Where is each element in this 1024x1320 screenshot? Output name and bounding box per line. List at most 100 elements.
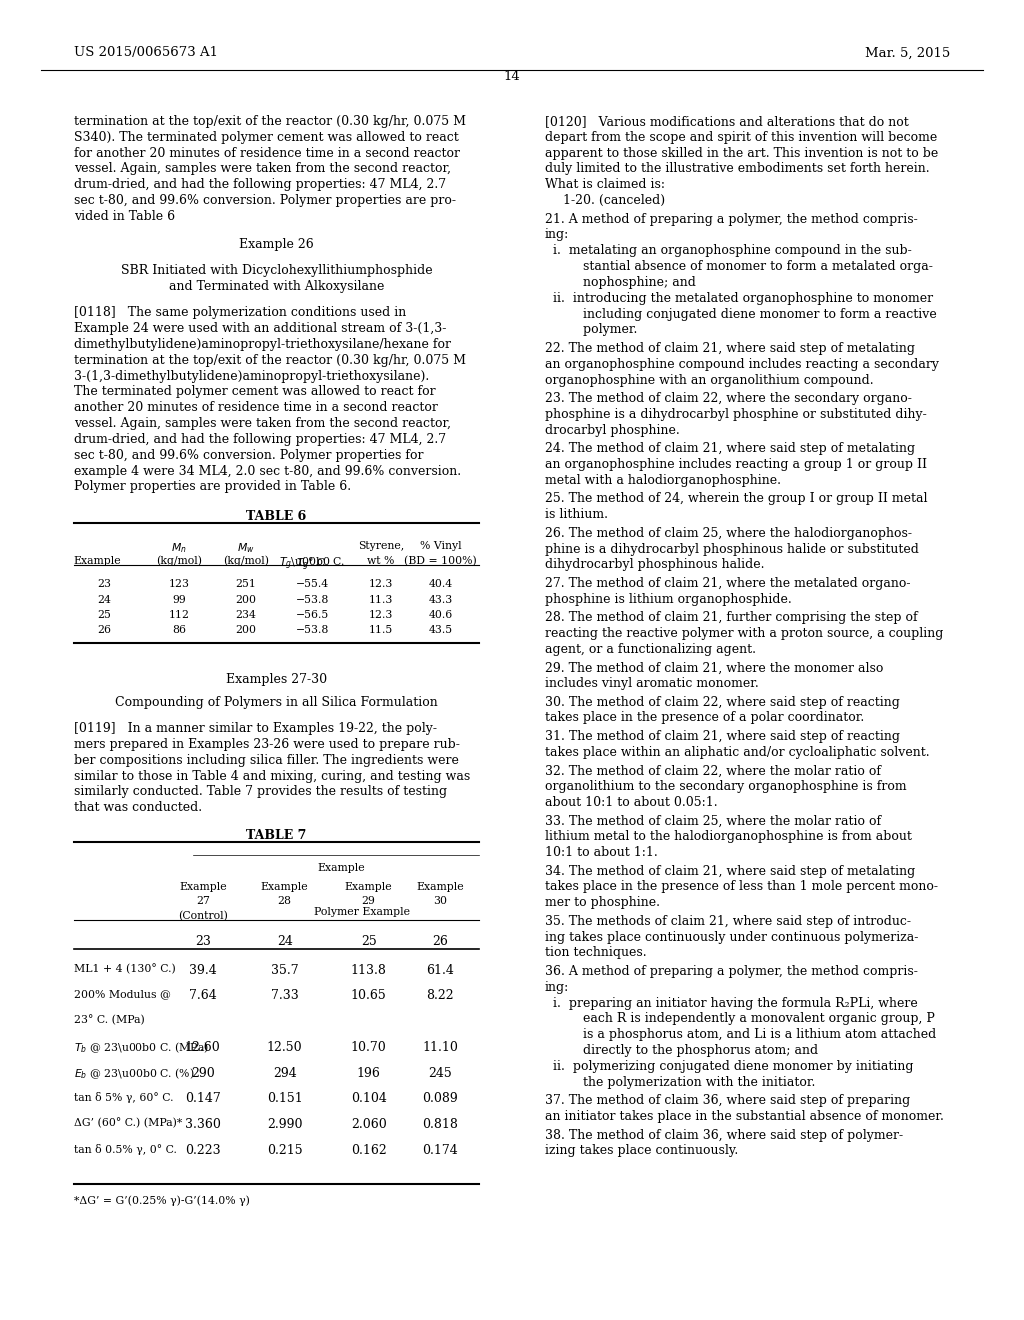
Text: 36. A method of preparing a polymer, the method compris-: 36. A method of preparing a polymer, the…	[545, 965, 918, 978]
Text: is lithium.: is lithium.	[545, 508, 608, 521]
Text: and Terminated with Alkoxysilane: and Terminated with Alkoxysilane	[169, 280, 384, 293]
Text: 39.4: 39.4	[188, 964, 217, 977]
Text: Example: Example	[179, 882, 226, 892]
Text: 0.089: 0.089	[423, 1093, 458, 1105]
Text: $T_g$\u00b0 C.: $T_g$\u00b0 C.	[280, 556, 345, 572]
Text: 294: 294	[272, 1067, 297, 1080]
Text: 26: 26	[97, 624, 112, 635]
Text: an initiator takes place in the substantial absence of monomer.: an initiator takes place in the substant…	[545, 1110, 944, 1123]
Text: % Vinyl: % Vinyl	[420, 541, 461, 552]
Text: drum-dried, and had the following properties: 47 ML4, 2.7: drum-dried, and had the following proper…	[74, 433, 445, 446]
Text: 3-(1,3-dimethylbutylidene)aminopropyl-triethoxysilane).: 3-(1,3-dimethylbutylidene)aminopropyl-tr…	[74, 370, 429, 383]
Text: sec t-80, and 99.6% conversion. Polymer properties are pro-: sec t-80, and 99.6% conversion. Polymer …	[74, 194, 456, 207]
Text: 26: 26	[432, 935, 449, 948]
Text: 3.360: 3.360	[184, 1118, 221, 1131]
Text: vessel. Again, samples were taken from the second reactor,: vessel. Again, samples were taken from t…	[74, 417, 451, 430]
Text: 11.10: 11.10	[422, 1040, 459, 1053]
Text: phine is a dihydrocarbyl phosphinous halide or substituted: phine is a dihydrocarbyl phosphinous hal…	[545, 543, 919, 556]
Text: 43.5: 43.5	[428, 624, 453, 635]
Text: termination at the top/exit of the reactor (0.30 kg/hr, 0.075 M: termination at the top/exit of the react…	[74, 354, 466, 367]
Text: 251: 251	[236, 579, 256, 590]
Text: US 2015/0065673 A1: US 2015/0065673 A1	[74, 46, 218, 59]
Text: similar to those in Table 4 and mixing, curing, and testing was: similar to those in Table 4 and mixing, …	[74, 770, 470, 783]
Text: 26. The method of claim 25, where the halodiorganophos-: 26. The method of claim 25, where the ha…	[545, 527, 911, 540]
Text: −55.4: −55.4	[296, 579, 329, 590]
Text: 34. The method of claim 21, where said step of metalating: 34. The method of claim 21, where said s…	[545, 865, 915, 878]
Text: [0119]   In a manner similar to Examples 19-22, the poly-: [0119] In a manner similar to Examples 1…	[74, 722, 436, 735]
Text: $E_b$ @ 23\u00b0 C. (%): $E_b$ @ 23\u00b0 C. (%)	[74, 1067, 195, 1081]
Text: i.  metalating an organophosphine compound in the sub-: i. metalating an organophosphine compoun…	[553, 244, 911, 257]
Text: 0.174: 0.174	[423, 1143, 458, 1156]
Text: 61.4: 61.4	[426, 964, 455, 977]
Text: each R is independently a monovalent organic group, P: each R is independently a monovalent org…	[563, 1012, 935, 1026]
Text: 23: 23	[195, 935, 211, 948]
Text: 24: 24	[276, 935, 293, 948]
Text: 112: 112	[169, 610, 189, 620]
Text: an organophosphine compound includes reacting a secondary: an organophosphine compound includes rea…	[545, 358, 939, 371]
Text: $M_w$: $M_w$	[237, 541, 255, 554]
Text: mer to phosphine.: mer to phosphine.	[545, 896, 659, 909]
Text: 23° C. (MPa): 23° C. (MPa)	[74, 1015, 144, 1026]
Text: Examples 27-30: Examples 27-30	[226, 673, 327, 686]
Text: $T_g$° C.: $T_g$° C.	[296, 556, 329, 573]
Text: tion techniques.: tion techniques.	[545, 946, 646, 960]
Text: 28. The method of claim 21, further comprising the step of: 28. The method of claim 21, further comp…	[545, 611, 918, 624]
Text: The terminated polymer cement was allowed to react for: The terminated polymer cement was allowe…	[74, 385, 435, 399]
Text: organophosphine with an organolithium compound.: organophosphine with an organolithium co…	[545, 374, 873, 387]
Text: about 10:1 to about 0.05:1.: about 10:1 to about 0.05:1.	[545, 796, 718, 809]
Text: 25: 25	[360, 935, 377, 948]
Text: 2.060: 2.060	[351, 1118, 386, 1131]
Text: that was conducted.: that was conducted.	[74, 801, 202, 814]
Text: 1-20. (canceled): 1-20. (canceled)	[563, 194, 666, 207]
Text: 37. The method of claim 36, where said step of preparing: 37. The method of claim 36, where said s…	[545, 1094, 910, 1107]
Text: phosphine is lithium organophosphide.: phosphine is lithium organophosphide.	[545, 593, 792, 606]
Text: 40.6: 40.6	[428, 610, 453, 620]
Text: ing:: ing:	[545, 228, 569, 242]
Text: ing takes place continuously under continuous polymeriza-: ing takes place continuously under conti…	[545, 931, 919, 944]
Text: Example 24 were used with an additional stream of 3-(1,3-: Example 24 were used with an additional …	[74, 322, 446, 335]
Text: sec t-80, and 99.6% conversion. Polymer properties for: sec t-80, and 99.6% conversion. Polymer …	[74, 449, 423, 462]
Text: dihydrocarbyl phosphinous halide.: dihydrocarbyl phosphinous halide.	[545, 558, 764, 572]
Text: (Control): (Control)	[178, 911, 227, 921]
Text: 22. The method of claim 21, where said step of metalating: 22. The method of claim 21, where said s…	[545, 342, 914, 355]
Text: ii.  introducing the metalated organophosphine to monomer: ii. introducing the metalated organophos…	[553, 292, 933, 305]
Text: ML1 + 4 (130° C.): ML1 + 4 (130° C.)	[74, 964, 175, 974]
Text: 0.104: 0.104	[350, 1093, 387, 1105]
Text: includes vinyl aromatic monomer.: includes vinyl aromatic monomer.	[545, 677, 759, 690]
Text: 0.162: 0.162	[351, 1143, 386, 1156]
Text: ber compositions including silica filler. The ingredients were: ber compositions including silica filler…	[74, 754, 459, 767]
Text: 113.8: 113.8	[350, 964, 387, 977]
Text: 10.65: 10.65	[351, 990, 386, 1002]
Text: 12.3: 12.3	[369, 579, 393, 590]
Text: (BD = 100%): (BD = 100%)	[403, 556, 477, 566]
Text: 10.70: 10.70	[351, 1040, 386, 1053]
Text: What is claimed is:: What is claimed is:	[545, 178, 665, 191]
Text: phosphine is a dihydrocarbyl phosphine or substituted dihy-: phosphine is a dihydrocarbyl phosphine o…	[545, 408, 927, 421]
Text: 25: 25	[97, 610, 112, 620]
Text: Example: Example	[74, 556, 122, 566]
Text: 12.3: 12.3	[369, 610, 393, 620]
Text: another 20 minutes of residence time in a second reactor: another 20 minutes of residence time in …	[74, 401, 437, 414]
Text: Example 26: Example 26	[240, 238, 313, 251]
Text: [0120]   Various modifications and alterations that do not: [0120] Various modifications and alterat…	[545, 115, 908, 128]
Text: lithium metal to the halodiorganophosphine is from about: lithium metal to the halodiorganophosphi…	[545, 830, 911, 843]
Text: i.  preparing an initiator having the formula R₂PLi, where: i. preparing an initiator having the for…	[553, 997, 918, 1010]
Text: 21. A method of preparing a polymer, the method compris-: 21. A method of preparing a polymer, the…	[545, 213, 918, 226]
Text: 30: 30	[433, 896, 447, 907]
Text: −53.8: −53.8	[296, 594, 329, 605]
Text: is a phosphorus atom, and Li is a lithium atom attached: is a phosphorus atom, and Li is a lithiu…	[563, 1028, 937, 1041]
Text: 35. The methods of claim 21, where said step of introduc-: 35. The methods of claim 21, where said …	[545, 915, 910, 928]
Text: 32. The method of claim 22, where the molar ratio of: 32. The method of claim 22, where the mo…	[545, 764, 881, 777]
Text: 7.64: 7.64	[188, 990, 217, 1002]
Text: duly limited to the illustrative embodiments set forth herein.: duly limited to the illustrative embodim…	[545, 162, 930, 176]
Text: takes place in the presence of less than 1 mole percent mono-: takes place in the presence of less than…	[545, 880, 938, 894]
Text: TABLE 6: TABLE 6	[247, 510, 306, 523]
Text: 196: 196	[356, 1067, 381, 1080]
Text: nophosphine; and: nophosphine; and	[563, 276, 696, 289]
Text: 200: 200	[236, 594, 256, 605]
Text: metal with a halodiorganophosphine.: metal with a halodiorganophosphine.	[545, 474, 780, 487]
Text: 31. The method of claim 21, where said step of reacting: 31. The method of claim 21, where said s…	[545, 730, 900, 743]
Text: 2.990: 2.990	[267, 1118, 302, 1131]
Text: Polymer properties are provided in Table 6.: Polymer properties are provided in Table…	[74, 480, 351, 494]
Text: 200: 200	[236, 624, 256, 635]
